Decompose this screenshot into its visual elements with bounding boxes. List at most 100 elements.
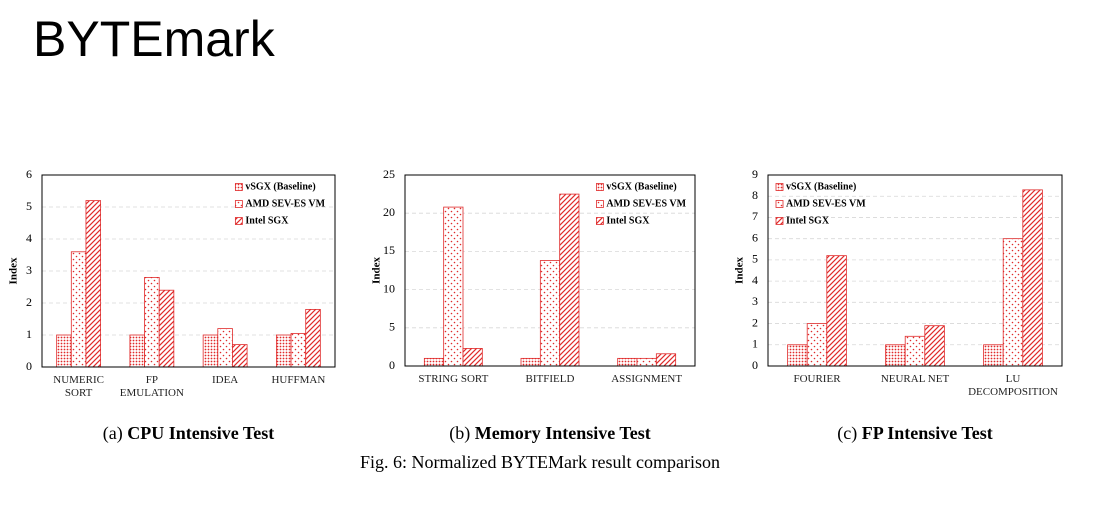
y-axis-label: Index (734, 257, 746, 284)
bar (290, 332, 307, 368)
x-tick-label: FOURIER (793, 373, 841, 385)
y-tick-label: 2 (26, 295, 32, 309)
bar (924, 325, 945, 367)
caption-label: (c) (837, 423, 858, 443)
x-tick-label: NEURAL NET (880, 373, 950, 385)
legend-swatch (775, 183, 784, 191)
legend-label: AMD SEV-ES VM (786, 198, 866, 209)
bar (885, 344, 906, 367)
chart-caption: (a) CPU Intensive Test (39, 423, 339, 444)
y-tick-label: 15 (383, 243, 395, 257)
x-tick-label: BITFIELD (525, 373, 575, 385)
y-tick-label: 9 (752, 167, 758, 181)
y-tick-label: 4 (752, 273, 758, 287)
caption-title: FP Intensive Test (861, 423, 993, 443)
bar (275, 334, 292, 368)
bar (559, 193, 580, 367)
bar (539, 260, 561, 367)
x-tick-label: FP EMULATION (119, 374, 184, 399)
chart-caption: (b) Memory Intensive Test (400, 423, 700, 444)
plot-frame (404, 174, 696, 367)
y-tick-label: 5 (752, 252, 758, 266)
bar (443, 206, 464, 367)
y-tick-label: 1 (26, 327, 32, 341)
y-tick-label: 7 (752, 209, 758, 223)
y-tick-label: 8 (752, 188, 758, 202)
legend-swatch (775, 200, 784, 208)
bar (158, 289, 175, 368)
bar (217, 328, 233, 368)
bar (787, 344, 808, 367)
y-tick-label: 2 (752, 315, 758, 329)
legend-label: Intel SGX (786, 215, 830, 226)
x-tick-label: LU DECOMPOSITION (968, 373, 1058, 398)
bar (56, 334, 72, 368)
bar (70, 251, 87, 368)
legend-swatch (596, 200, 604, 208)
legend-label: AMD SEV-ES VM (606, 198, 686, 209)
y-tick-label: 20 (383, 205, 395, 219)
bar (85, 200, 101, 368)
bar (655, 353, 677, 367)
y-axis-label: Index (8, 257, 20, 284)
legend-swatch (775, 217, 784, 225)
legend-swatch (596, 217, 604, 225)
bar (806, 323, 828, 367)
legend-swatch (596, 183, 604, 191)
legend-label: vSGX (Baseline) (245, 181, 315, 192)
plot-frame (767, 174, 1063, 367)
legend-swatch (234, 183, 243, 191)
legend-swatch (234, 200, 243, 208)
y-tick-label: 1 (752, 337, 758, 351)
chart-caption: (c) FP Intensive Test (765, 423, 1065, 444)
y-tick-label: 6 (752, 230, 758, 244)
bar (826, 255, 847, 367)
slide-title: BYTEmark (33, 11, 275, 67)
bar (202, 334, 219, 368)
caption-title: CPU Intensive Test (127, 423, 275, 443)
bar (904, 335, 926, 367)
caption-title: Memory Intensive Test (474, 423, 651, 443)
bar (983, 344, 1004, 367)
x-tick-label: NUMERIC SORT (53, 374, 104, 399)
y-tick-label: 0 (389, 358, 395, 372)
y-tick-label: 3 (26, 263, 32, 277)
x-tick-label: HUFFMAN (271, 374, 326, 386)
y-tick-label: 3 (752, 294, 758, 308)
legend-label: Intel SGX (606, 215, 650, 226)
legend-swatch (234, 217, 243, 225)
x-tick-label: ASSIGNMENT (611, 373, 683, 385)
x-tick-label: IDEA (211, 374, 239, 386)
x-tick-label: STRING SORT (418, 373, 489, 385)
y-tick-label: 0 (26, 359, 32, 373)
plot-frame (41, 174, 336, 368)
y-tick-label: 0 (752, 358, 758, 372)
y-tick-label: 5 (26, 199, 32, 213)
y-tick-label: 5 (389, 320, 395, 334)
bar (636, 357, 657, 367)
y-axis-label: Index (371, 257, 383, 284)
y-tick-label: 10 (383, 281, 395, 295)
bar (129, 334, 145, 368)
bar (520, 357, 541, 367)
y-tick-label: 25 (383, 167, 395, 181)
figure-caption: Fig. 6: Normalized BYTEMark result compa… (360, 452, 720, 472)
bar (305, 308, 321, 368)
caption-label: (a) (102, 423, 123, 443)
legend-label: Intel SGX (245, 215, 289, 226)
bar (232, 344, 248, 368)
bar (462, 348, 483, 367)
y-tick-label: 4 (26, 231, 32, 245)
bar (1022, 189, 1043, 367)
bar (617, 357, 638, 367)
bar (423, 357, 445, 367)
bar (1002, 238, 1024, 367)
legend-label: vSGX (Baseline) (786, 181, 856, 192)
legend-label: AMD SEV-ES VM (245, 198, 325, 209)
bar (144, 276, 160, 368)
legend-label: vSGX (Baseline) (606, 181, 676, 192)
y-tick-label: 6 (26, 167, 32, 181)
caption-label: (b) (449, 423, 471, 443)
